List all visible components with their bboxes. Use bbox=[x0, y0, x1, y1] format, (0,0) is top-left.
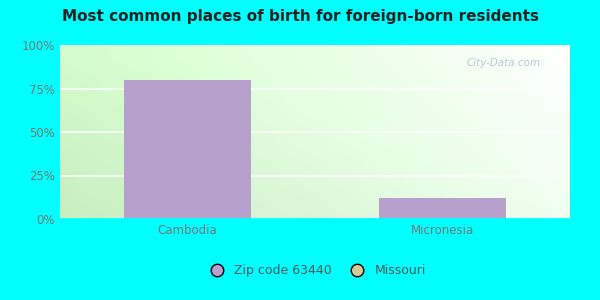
Bar bbox=[124, 80, 251, 219]
Text: City-Data.com: City-Data.com bbox=[467, 58, 541, 68]
Bar bbox=[379, 198, 506, 219]
Legend: Zip code 63440, Missouri: Zip code 63440, Missouri bbox=[199, 259, 431, 282]
Text: Most common places of birth for foreign-born residents: Most common places of birth for foreign-… bbox=[62, 9, 539, 24]
